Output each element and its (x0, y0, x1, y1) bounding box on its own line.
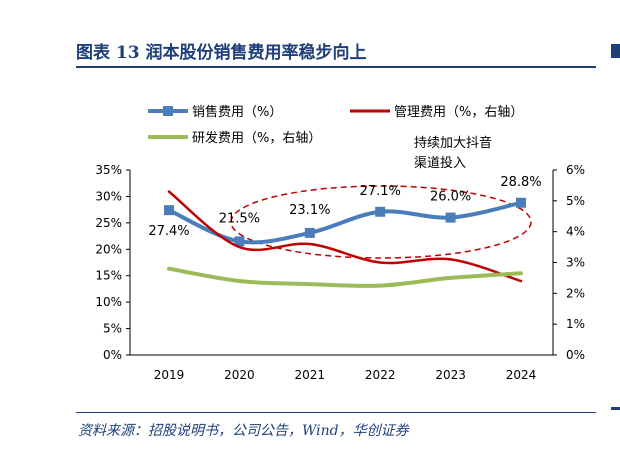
left-axis-tick-label: 0% (103, 348, 122, 362)
right-axis-tick-label: 5% (566, 194, 585, 208)
left-axis-tick-label: 35% (95, 163, 122, 177)
data-label-sales: 23.1% (289, 203, 330, 218)
left-axis-tick-label: 25% (95, 216, 122, 230)
x-axis-tick-label: 2022 (365, 368, 396, 382)
x-axis-tick-label: 2023 (435, 368, 466, 382)
left-axis-tick-label: 30% (95, 189, 122, 203)
data-point-sales (234, 236, 245, 247)
annotation-line-1: 持续加大抖音 (414, 135, 492, 151)
x-axis-tick-label: 2020 (224, 368, 255, 382)
data-point-sales (164, 205, 174, 216)
right-axis-tick-label: 0% (566, 348, 585, 362)
x-axis-tick-label: 2021 (295, 368, 326, 382)
left-axis-tick-label: 20% (95, 242, 122, 256)
data-label-sales: 28.8% (500, 175, 541, 190)
data-point-sales (304, 227, 315, 238)
x-axis-tick-label: 2024 (506, 368, 537, 382)
edge-marker (611, 44, 620, 58)
legend-label-mgmt: 管理费用（%，右轴） (394, 105, 523, 120)
annotation-line-2: 渠道投入 (414, 155, 466, 171)
legend-item-mgmt: 管理费用（%，右轴） (350, 105, 523, 120)
series-line-rd (167, 266, 523, 288)
left-axis-tick-label: 10% (95, 295, 122, 309)
right-axis-tick-label: 2% (566, 286, 585, 300)
title-rule (76, 66, 596, 68)
left-axis-tick-label: 15% (95, 269, 122, 283)
series-line-sales (167, 200, 523, 245)
legend: 销售费用（%） 管理费用（%，右轴） 研发费用（%，右轴） (148, 104, 523, 146)
data-label-sales: 27.4% (148, 224, 189, 239)
data-label-sales: 26.0% (430, 190, 471, 205)
legend-item-sales: 销售费用（%） (148, 104, 282, 120)
data-point-sales (375, 206, 386, 217)
right-axis-tick-label: 3% (566, 256, 585, 270)
right-axis-tick-label: 4% (566, 225, 585, 239)
source-rule (76, 412, 596, 413)
legend-label-rd: 研发费用（%，右轴） (192, 130, 321, 146)
data-label-sales: 21.5% (219, 211, 260, 226)
right-axis-tick-label: 6% (566, 163, 585, 177)
right-axis-tick-label: 1% (566, 317, 585, 331)
source-note: 资料来源：招股说明书，公司公告，Wind，华创证券 (78, 423, 409, 439)
legend-label-sales: 销售费用（%） (192, 104, 282, 120)
data-point-sales (516, 197, 526, 208)
data-label-sales: 27.1% (360, 184, 401, 199)
plot-area: 0% 5% 10% 15% 20% 25% 30% 35% 0% 1% 2% 3% 4% 5% 6% 2019… (95, 163, 585, 382)
edge-marker-bottom (611, 407, 620, 410)
legend-item-rd: 研发费用（%，右轴） (148, 130, 321, 146)
page-title: 图表 13 润本股份销售费用率稳步向上 (76, 43, 367, 63)
data-point-sales (445, 212, 456, 223)
highlight-ellipse (230, 185, 532, 259)
x-axis-tick-label: 2019 (154, 368, 185, 382)
series-line-mgmt (167, 190, 523, 283)
left-axis-tick-label: 5% (103, 322, 122, 336)
